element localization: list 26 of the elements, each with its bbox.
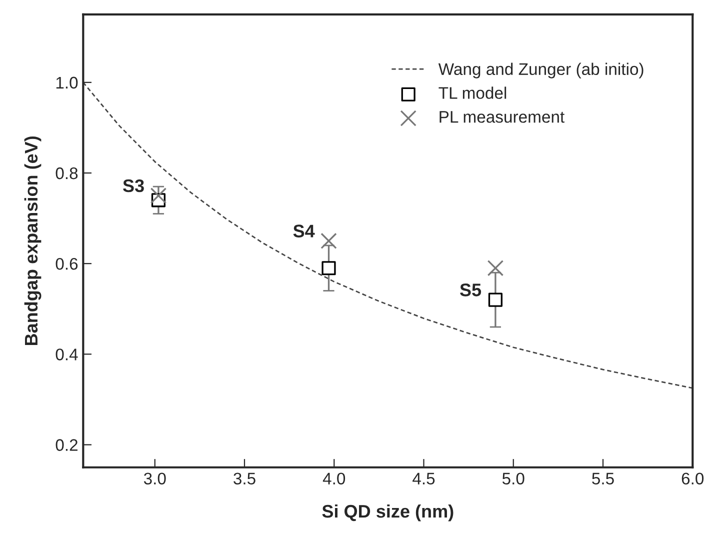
point — [487, 260, 504, 276]
y-tick-label: 0.8 — [56, 167, 78, 180]
x-tick-label: 6.0 — [682, 472, 704, 484]
x-axis-title: Si QD size (nm) — [322, 504, 454, 522]
y-axis-title: Bandgap expansion (eV) — [24, 136, 42, 346]
y-tick-label: 0.4 — [56, 348, 78, 360]
y-tick-label: 0.6 — [56, 258, 78, 270]
line-series — [83, 82, 693, 389]
x-tick-label: 4.0 — [322, 472, 346, 484]
legend-label: PL measurement — [440, 111, 565, 123]
annotation: S3 — [123, 179, 144, 192]
x-tick-label: 5.5 — [592, 472, 614, 484]
x-tick-label: 4.5 — [412, 472, 435, 484]
x-tick-label: 3.0 — [144, 472, 166, 484]
legend-label: Wang and Zunger (ab initio) — [438, 62, 644, 78]
point — [320, 232, 337, 250]
y-tick-label: 0.2 — [56, 439, 78, 451]
annotation: S5 — [460, 284, 482, 296]
legend-label: TL model — [438, 86, 506, 99]
annotation: S4 — [293, 224, 315, 238]
point — [322, 261, 336, 276]
point — [150, 188, 167, 204]
x-tick-label: 3.5 — [234, 472, 256, 484]
x-tick-label: 5.0 — [502, 472, 524, 484]
point — [488, 292, 502, 307]
y-tick-label: 1.0 — [56, 76, 78, 89]
